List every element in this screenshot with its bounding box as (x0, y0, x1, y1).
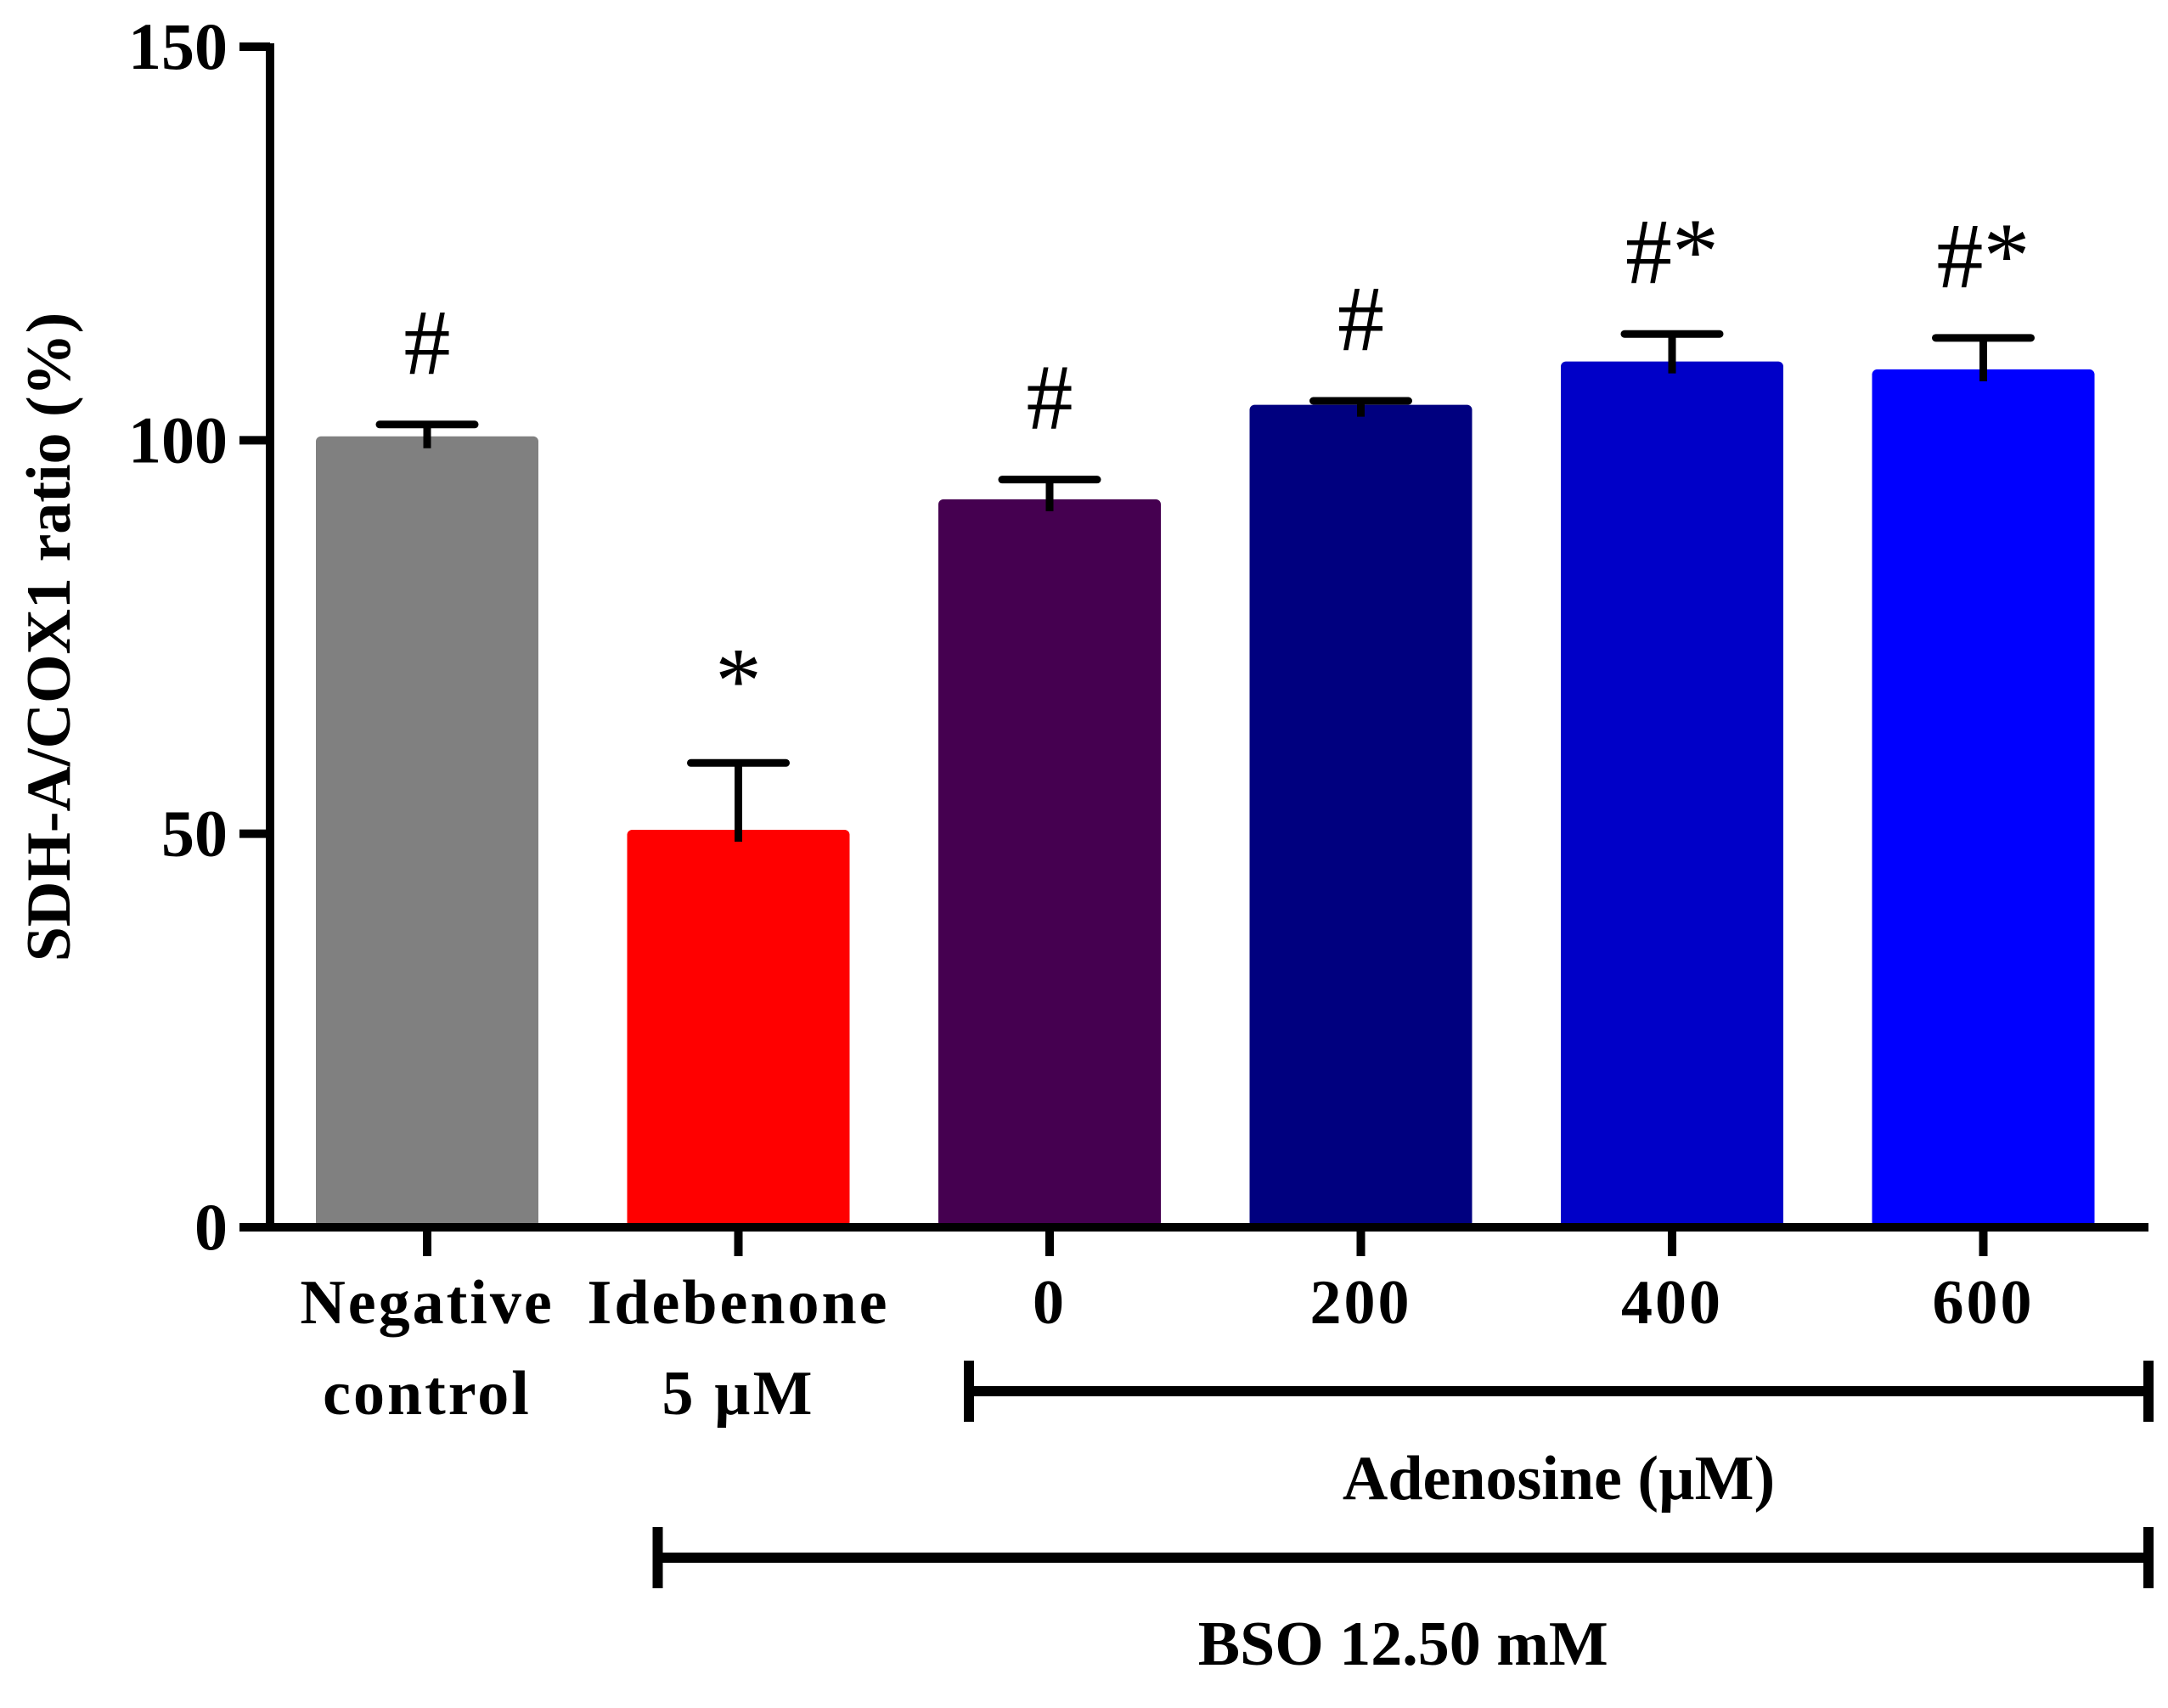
x-tick-label: 200 (1310, 1268, 1412, 1338)
x-tick-label: Negative (300, 1268, 554, 1338)
bar (316, 436, 538, 1227)
significance-annotation: # (1337, 267, 1384, 370)
bar (1872, 369, 2095, 1227)
significance-annotations: #*###* #* (404, 200, 2030, 732)
y-tick-label: 150 (128, 9, 228, 83)
error-bars (375, 330, 2035, 843)
significance-annotation: #* (1625, 200, 1719, 303)
significance-annotation: #* (1937, 204, 2030, 307)
bars (316, 361, 2095, 1228)
y-tick-label: 100 (128, 403, 228, 476)
group-label: Adenosine (µM) (1343, 1444, 1775, 1514)
bar (1561, 361, 1783, 1228)
bar (938, 499, 1161, 1227)
significance-annotation: * (715, 629, 762, 732)
x-tick-label: 0 (1033, 1268, 1067, 1338)
bar (627, 830, 850, 1227)
x-tick-label: 400 (1621, 1268, 1723, 1338)
x-tick-label: 600 (1933, 1268, 2035, 1338)
labels: 0 50 100 150 Negative control Idebenone 5 µM 0 20… (14, 9, 2035, 1429)
x-tick-label: Idebenone (588, 1268, 890, 1338)
x-tick-label-line2: 5 µM (662, 1359, 815, 1429)
y-tick-label: 0 (194, 1190, 228, 1264)
group-label: BSO 12.50 mM (1198, 1609, 1608, 1679)
y-axis-title: SDH-A/COX1 ratio (%) (14, 313, 84, 962)
significance-annotation: # (404, 290, 451, 394)
axes (239, 42, 2148, 1256)
group-brackets: Adenosine (µM) BSO 12.50 mM (652, 1361, 2154, 1679)
x-tick-label-line2: control (323, 1359, 532, 1429)
bar (1249, 404, 1473, 1228)
y-tick-label: 50 (161, 797, 228, 871)
significance-annotation: # (1027, 346, 1073, 449)
